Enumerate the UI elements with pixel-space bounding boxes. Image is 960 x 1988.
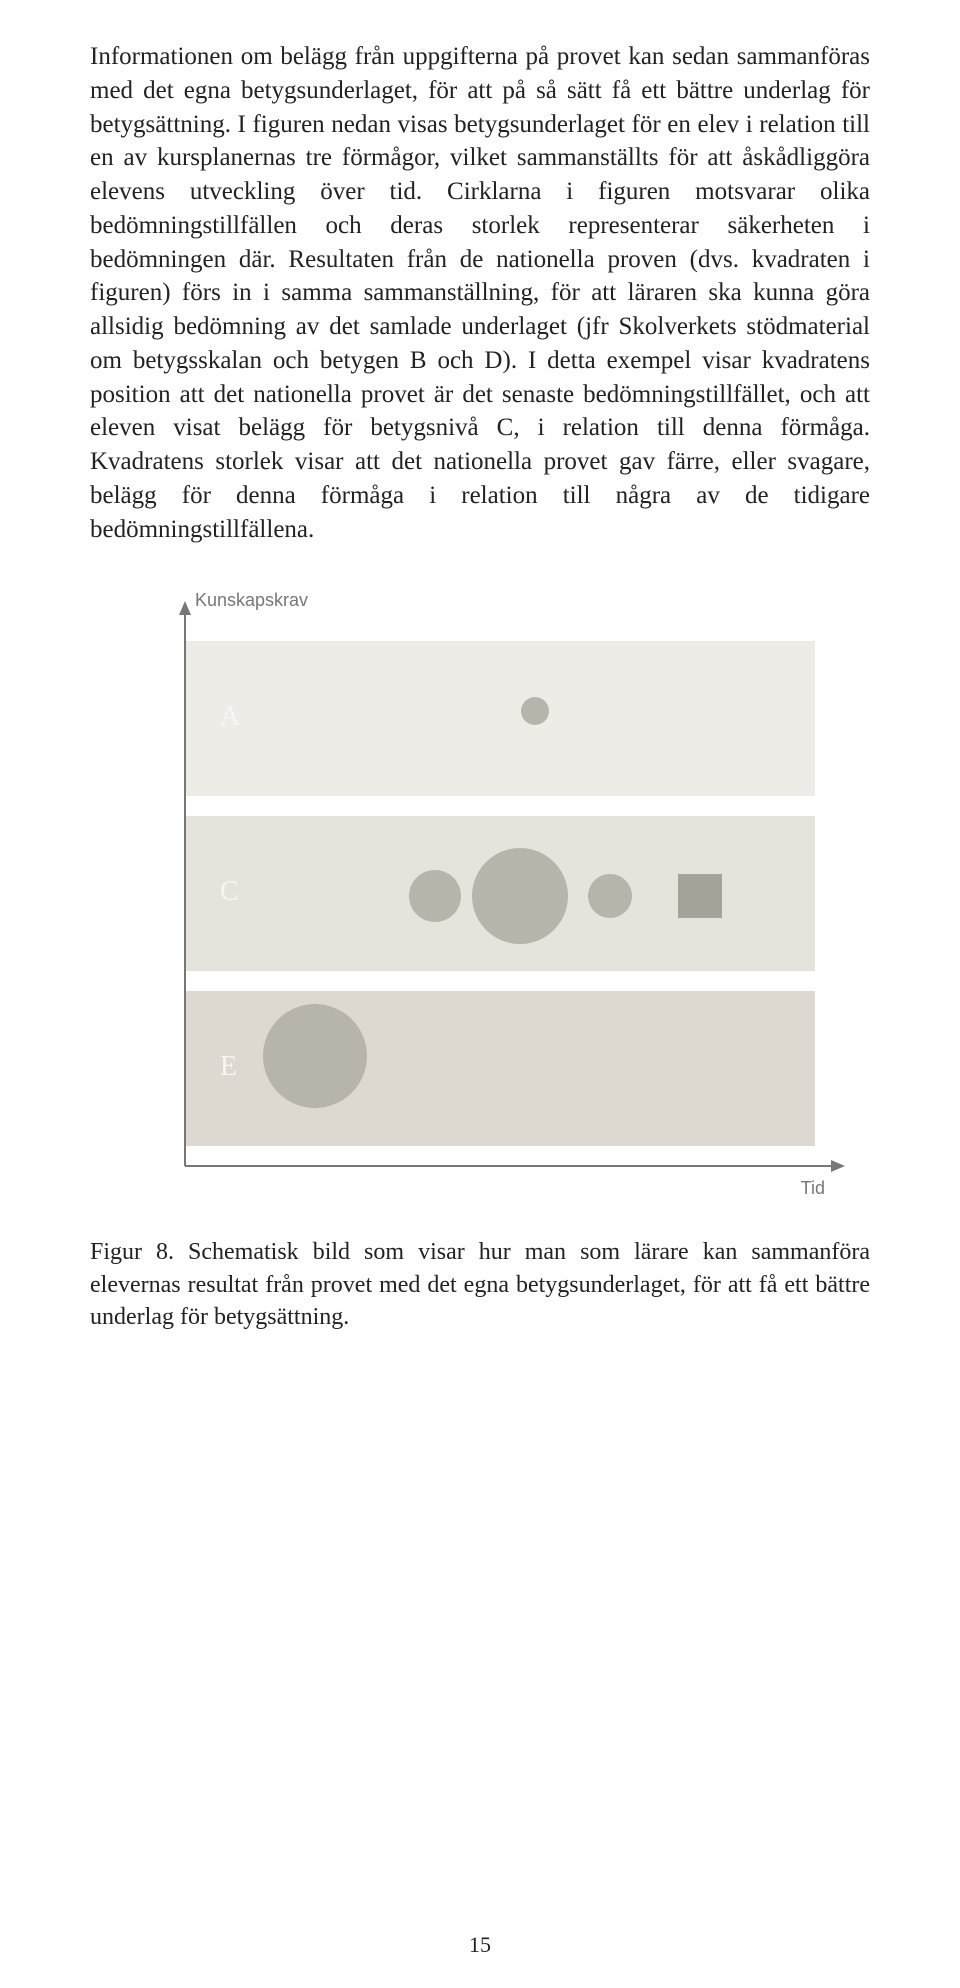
- marker-circle-0: [263, 1004, 367, 1108]
- assessment-chart-svg: A C E Kunskapskrav Tid: [90, 586, 870, 1226]
- band-label-c: C: [220, 876, 239, 907]
- marker-circle-3: [588, 874, 632, 918]
- marker-circle-4: [521, 697, 549, 725]
- assessment-chart: A C E Kunskapskrav Tid: [90, 586, 870, 1226]
- y-axis-label: Kunskapskrav: [195, 590, 308, 610]
- marker-circle-1: [409, 870, 461, 922]
- x-axis-label: Tid: [801, 1178, 825, 1198]
- band-label-e: E: [220, 1051, 237, 1082]
- body-paragraph: Informationen om belägg från uppgifterna…: [90, 40, 870, 546]
- marker-circle-2: [472, 848, 568, 944]
- page: Informationen om belägg från uppgifterna…: [0, 0, 960, 1988]
- figure-caption: Figur 8. Schematisk bild som visar hur m…: [90, 1236, 870, 1333]
- band-label-a: A: [220, 701, 241, 732]
- marker-square-5: [678, 874, 722, 918]
- figure-wrap: A C E Kunskapskrav Tid Figur 8. Schematisk b…: [90, 586, 870, 1333]
- band-a: [185, 641, 815, 796]
- page-number: 15: [0, 1932, 960, 1958]
